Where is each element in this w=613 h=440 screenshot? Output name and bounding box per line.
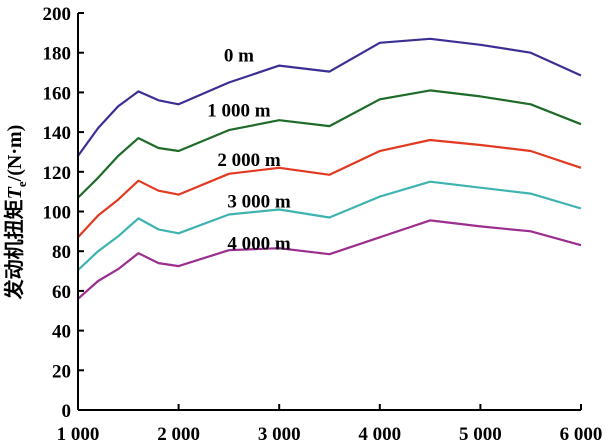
x-tick-label: 3 000 — [258, 424, 301, 440]
y-tick-label: 100 — [43, 203, 72, 224]
y-axis-title-cn: 发动机扭矩 — [2, 199, 26, 300]
y-tick-label: 0 — [62, 401, 72, 422]
x-tick-label: 5 000 — [459, 424, 502, 440]
y-tick-label: 140 — [43, 123, 72, 144]
series-label-3: 3 000 m — [227, 192, 291, 213]
series-label-0: 0 m — [224, 46, 254, 67]
x-tick-label: 6 000 — [560, 424, 603, 440]
series-line-1 — [77, 89, 582, 199]
y-axis-title-subscript: e — [14, 181, 29, 187]
series-labels: 0 m 1 000 m 2 000 m 3 000 m 4 000 m — [207, 46, 291, 255]
y-axis-title-symbol: T — [4, 186, 26, 199]
x-tick-label: 1 000 — [57, 424, 100, 440]
y-axis-title-unit: /(N·m) — [4, 125, 26, 183]
x-tick-label: 2 000 — [157, 424, 200, 440]
y-tick-label: 200 — [43, 4, 72, 25]
series-line-3 — [77, 180, 582, 271]
y-tick-label: 180 — [43, 44, 72, 65]
y-tick-label: 160 — [43, 83, 72, 104]
x-ticks: 1 000 2 000 3 000 4 000 5 000 6 000 — [57, 404, 603, 440]
series-line-2 — [77, 138, 582, 239]
series-label-2: 2 000 m — [217, 150, 281, 171]
y-tick-label: 20 — [52, 361, 71, 382]
series-label-4: 4 000 m — [227, 233, 291, 254]
y-tick-label: 80 — [52, 242, 71, 263]
series-label-1: 1 000 m — [207, 100, 271, 121]
series-line-0 — [77, 37, 582, 157]
y-axis-title-text: 发动机扭矩Te/(N·m) — [2, 125, 29, 301]
y-tick-label: 60 — [52, 282, 71, 303]
y-tick-label: 40 — [52, 322, 71, 343]
axes-layer: 0 20 40 60 80 100 120 140 160 180 200 1 000 2 000 3 … — [43, 4, 603, 440]
y-tick-label: 120 — [43, 163, 72, 184]
x-tick-label: 4 000 — [358, 424, 401, 440]
series-line-4 — [77, 219, 582, 300]
y-ticks: 0 20 40 60 80 100 120 140 160 180 200 — [43, 4, 84, 422]
series-layer — [77, 37, 582, 300]
y-axis-title: 发动机扭矩Te/(N·m) — [2, 125, 29, 301]
